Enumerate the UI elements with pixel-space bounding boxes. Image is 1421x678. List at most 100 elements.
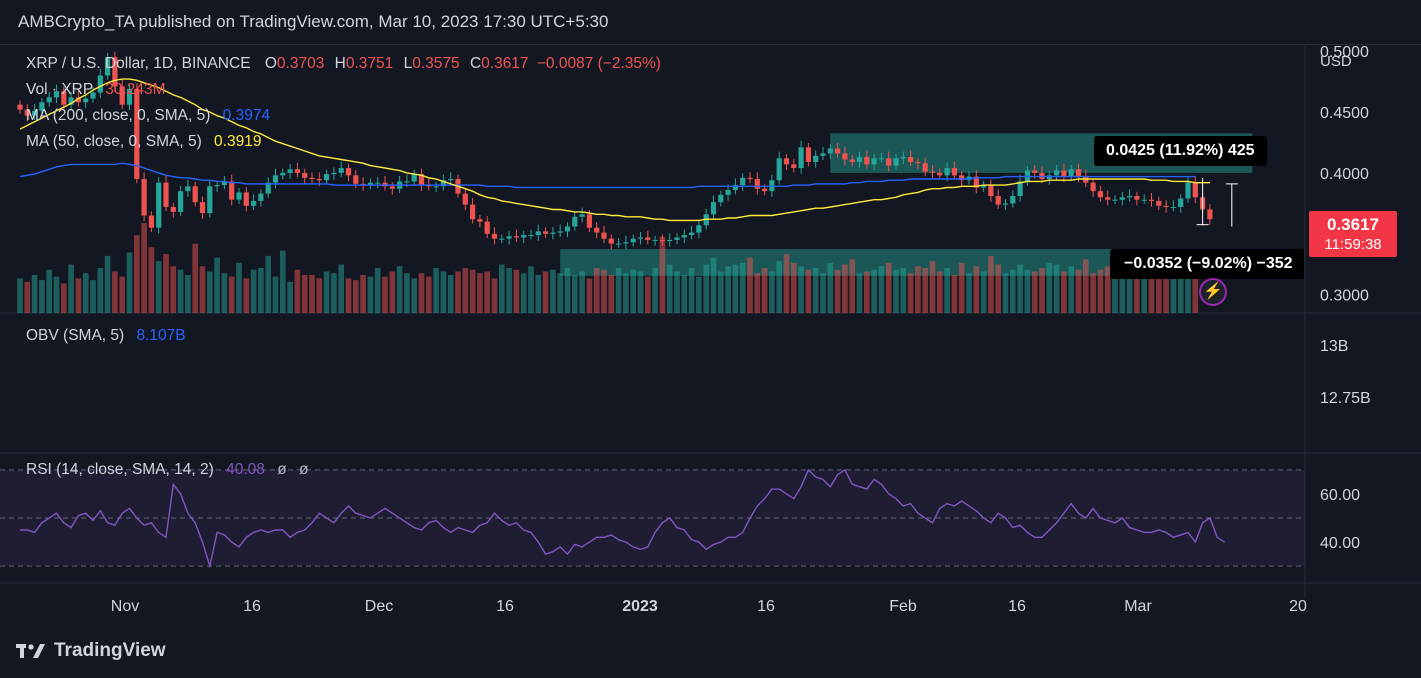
- last-price-tag: 0.3617 11:59:38: [1309, 211, 1397, 257]
- obv-legend[interactable]: OBV (SMA, 5) 8.107B: [26, 327, 186, 345]
- volume-bar: [163, 254, 169, 313]
- symbol-name: XRP / U.S. Dollar, 1D, BINANCE: [26, 55, 251, 72]
- candle-body: [659, 239, 665, 242]
- candle-body: [32, 110, 38, 116]
- volume-bar: [995, 264, 1001, 313]
- candle-body: [908, 157, 914, 162]
- candle-body: [258, 193, 264, 201]
- volume-bar: [761, 268, 768, 313]
- candle-body: [922, 163, 928, 172]
- volume-bar: [68, 264, 74, 313]
- volume-bar: [294, 269, 301, 313]
- volume-legend[interactable]: Vol · XRP 30.243M: [26, 81, 166, 99]
- volume-bar: [739, 262, 746, 313]
- price-tick-label: 0.4000: [1320, 166, 1369, 183]
- candle-body: [280, 172, 286, 176]
- volume-bar: [754, 273, 761, 313]
- volume-bar: [185, 274, 191, 313]
- candle-body: [112, 57, 118, 87]
- candle-body: [608, 238, 614, 244]
- candle-body: [886, 158, 892, 166]
- candle-body: [470, 204, 476, 220]
- volume-bar: [506, 268, 512, 313]
- volume-bar: [426, 276, 432, 313]
- volume-bar: [228, 276, 235, 313]
- candle-body: [776, 158, 782, 181]
- volume-bar: [90, 280, 96, 313]
- candle-body: [696, 225, 702, 233]
- candle-body: [871, 158, 877, 165]
- open-label: O: [264, 55, 277, 72]
- volume-bar: [1046, 262, 1053, 313]
- candle-body: [1017, 181, 1023, 197]
- candle-body: [783, 158, 790, 165]
- volume-bar: [389, 271, 396, 313]
- candle-body: [1178, 198, 1184, 208]
- volume-bar: [1002, 273, 1009, 313]
- tradingview-footer[interactable]: TradingView: [16, 640, 166, 662]
- low-label: L: [403, 55, 413, 72]
- candle-body: [1170, 207, 1176, 209]
- volume-bar: [360, 274, 366, 313]
- candle-body: [594, 227, 600, 233]
- volume-bar: [119, 276, 125, 313]
- time-tick-label: 20: [1289, 598, 1307, 615]
- candle-body: [951, 168, 957, 176]
- volume-bar: [24, 281, 31, 313]
- candle-body: [411, 174, 417, 182]
- candle-body: [557, 231, 563, 233]
- volume-bar: [141, 223, 147, 313]
- candle-body: [199, 202, 206, 214]
- obv-tick-label: 13B: [1320, 338, 1348, 355]
- candle-body: [959, 175, 965, 181]
- obv-tick-label: 12.75B: [1320, 390, 1371, 407]
- candle-body: [827, 148, 833, 154]
- ma50-legend[interactable]: MA (50, close, 0, SMA, 5) 0.3919: [26, 133, 261, 151]
- rsi-legend[interactable]: RSI (14, close, SMA, 14, 2) 40.08 ø ø: [26, 461, 308, 479]
- volume-bar: [323, 271, 330, 313]
- chart-canvas[interactable]: 0.5000 0.4500 0.4000 0.3000 13B 12.75B 60.00 40…: [0, 45, 1421, 625]
- volume-bar: [367, 276, 374, 313]
- volume-bar: [922, 268, 928, 313]
- bar-countdown: 11:59:38: [1324, 236, 1382, 253]
- symbol-legend[interactable]: XRP / U.S. Dollar, 1D, BINANCE O0.3703 H…: [26, 55, 661, 73]
- volume-bar: [834, 269, 841, 313]
- candle-body: [83, 98, 89, 103]
- candle-body: [740, 177, 746, 186]
- lightning-icon[interactable]: ⚡: [1199, 278, 1227, 306]
- high-label: H: [334, 55, 346, 72]
- chart-frame[interactable]: 0.5000 0.4500 0.4000 0.3000 13B 12.75B 60.00 40…: [0, 44, 1421, 625]
- volume-bar: [345, 278, 352, 313]
- volume-bar: [645, 276, 651, 313]
- volume-bar: [309, 274, 315, 313]
- volume-bar: [1119, 269, 1126, 313]
- candle-body: [105, 57, 111, 76]
- rsi-extra-2: ø: [299, 461, 309, 478]
- candle-body: [732, 185, 738, 190]
- candle-body: [513, 236, 519, 238]
- candle-body: [667, 239, 673, 242]
- volume-bar: [396, 266, 403, 313]
- candle-body: [528, 235, 534, 237]
- measure-up-label: 0.0425 (11.92%) 425: [1094, 136, 1267, 166]
- candle-body: [185, 186, 191, 192]
- volume-bar: [447, 274, 454, 313]
- volume-bar: [469, 269, 476, 313]
- volume-bar: [1090, 273, 1096, 313]
- candle-body: [1163, 205, 1169, 208]
- candle-body: [893, 158, 899, 166]
- ma200-legend[interactable]: MA (200, close, 0, SMA, 5) 0.3974: [26, 107, 270, 125]
- candle-body: [302, 172, 308, 178]
- obv-label: OBV (SMA, 5): [26, 327, 125, 344]
- price-pane: [17, 51, 1253, 313]
- volume-bar: [1148, 266, 1155, 313]
- volume-bar: [236, 262, 242, 313]
- candle-body: [1061, 170, 1067, 177]
- candle-body: [1075, 169, 1082, 177]
- candle-body: [710, 202, 717, 215]
- volume-bar: [1112, 271, 1118, 313]
- publish-header: AMBCrypto_TA published on TradingView.co…: [18, 12, 609, 31]
- candle-body: [616, 243, 622, 245]
- candle-body: [39, 102, 45, 111]
- candle-body: [878, 158, 884, 160]
